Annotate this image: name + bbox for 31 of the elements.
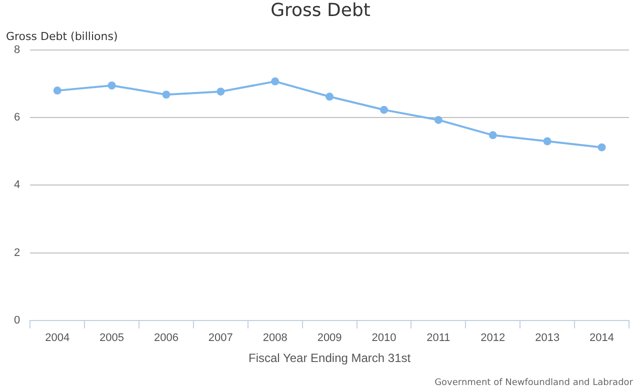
point <box>326 92 334 101</box>
point <box>380 106 388 114</box>
point <box>53 86 62 95</box>
y-axis-title: Gross Debt (billions) <box>6 30 118 43</box>
point <box>162 90 170 99</box>
point <box>434 116 442 124</box>
x-tick-label: 2007 <box>208 332 233 344</box>
point <box>598 143 606 152</box>
x-tick-label: 2009 <box>317 332 342 344</box>
y-tick-label: 0 <box>14 314 20 326</box>
x-tick-label: 2005 <box>100 332 124 344</box>
x-tick-label: 2011 <box>426 332 450 344</box>
x-axis-title: Fiscal Year Ending March 31st <box>248 351 412 366</box>
y-tick-label: 2 <box>14 246 20 259</box>
x-tick-label: 2004 <box>45 332 70 344</box>
y-tick-label: 6 <box>14 112 20 124</box>
y-tick-label: 4 <box>14 179 20 192</box>
point <box>488 131 497 140</box>
x-tick-label: 2008 <box>262 332 288 344</box>
x-tick-label: 2010 <box>372 332 396 344</box>
x-tick-label: 2014 <box>590 332 614 344</box>
point <box>108 81 116 90</box>
x-tick-label: 2012 <box>480 332 506 344</box>
point <box>271 77 280 86</box>
x-tick-label: 2006 <box>154 332 178 344</box>
chart-title: Gross Debt <box>270 0 372 21</box>
point <box>543 137 552 146</box>
point <box>216 88 225 96</box>
text: Government of Newfoundland and Labrador <box>434 378 633 388</box>
x-tick-label: 2013 <box>535 332 560 344</box>
y-tick-label: 8 <box>14 44 20 56</box>
